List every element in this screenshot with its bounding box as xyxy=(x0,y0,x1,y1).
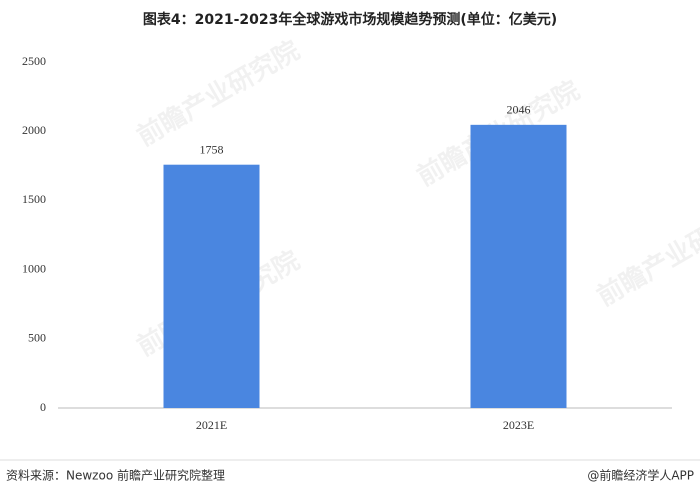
watermark: 前瞻产业研究院 xyxy=(592,195,700,313)
source-note: 资料来源：Newzoo 前瞻产业研究院整理 xyxy=(6,468,225,483)
x-tick-label: 2021E xyxy=(196,418,227,432)
y-tick-label: 500 xyxy=(28,331,46,345)
bar xyxy=(163,164,260,408)
credit: @前瞻经济学人APP xyxy=(587,468,694,483)
watermark: 前瞻产业研究院 xyxy=(132,35,305,153)
bar xyxy=(470,124,567,408)
x-tick-label: 2023E xyxy=(503,418,534,432)
y-tick-label: 1000 xyxy=(22,261,46,275)
value-label: 2046 xyxy=(507,103,531,117)
y-tick-label: 2500 xyxy=(22,54,46,68)
value-label: 1758 xyxy=(200,142,224,156)
y-tick-label: 0 xyxy=(40,400,46,414)
chart-title: 图表4：2021-2023年全球游戏市场规模趋势预测(单位：亿美元) xyxy=(143,11,557,28)
y-tick-label: 1500 xyxy=(22,192,46,206)
y-tick-label: 2000 xyxy=(22,123,46,137)
